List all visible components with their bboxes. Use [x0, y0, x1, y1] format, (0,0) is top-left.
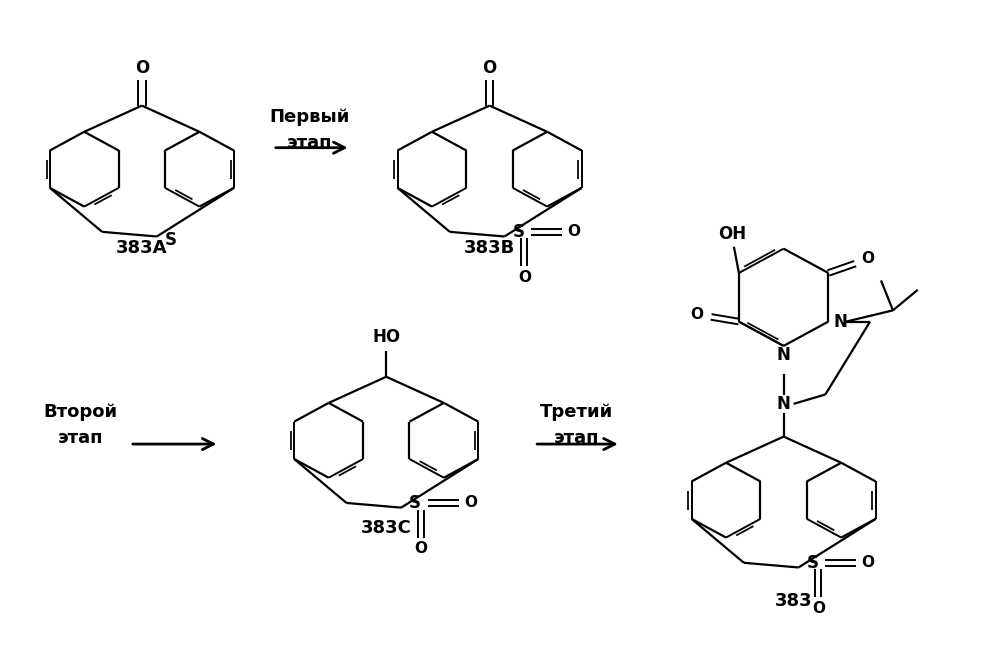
Text: OH: OH — [718, 224, 746, 243]
Text: Второй: Второй — [43, 403, 117, 421]
Text: S: S — [806, 554, 818, 572]
Text: 383A: 383A — [116, 239, 168, 257]
Text: 383C: 383C — [361, 519, 412, 537]
Text: Третий: Третий — [540, 403, 613, 421]
Text: этап: этап — [58, 430, 103, 447]
Text: O: O — [483, 59, 497, 77]
Text: S: S — [165, 231, 177, 249]
Text: O: O — [690, 307, 703, 321]
Text: O: O — [517, 270, 530, 285]
Text: O: O — [135, 59, 149, 77]
Text: этап: этап — [287, 134, 333, 152]
Text: O: O — [861, 555, 874, 570]
Text: S: S — [409, 494, 421, 512]
Text: O: O — [812, 601, 825, 616]
Text: этап: этап — [554, 430, 599, 447]
Text: 383: 383 — [775, 592, 812, 610]
Text: O: O — [861, 251, 874, 265]
Text: N: N — [776, 395, 790, 413]
Text: O: O — [465, 496, 478, 510]
Text: HO: HO — [373, 329, 401, 346]
Text: 383B: 383B — [464, 239, 515, 257]
Text: S: S — [512, 223, 524, 241]
Text: N: N — [776, 346, 790, 364]
Text: Первый: Первый — [270, 108, 350, 126]
Text: O: O — [567, 224, 580, 240]
Text: O: O — [415, 541, 428, 556]
Text: N: N — [833, 313, 847, 331]
